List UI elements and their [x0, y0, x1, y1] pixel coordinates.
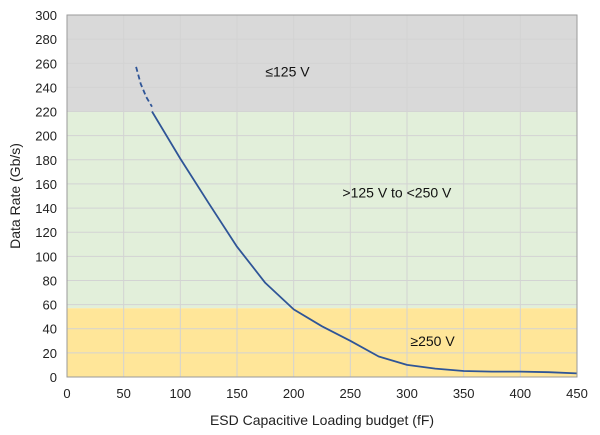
x-axis-title: ESD Capacitive Loading budget (fF): [210, 412, 434, 428]
y-axis-ticks: 0 20 40 60 80 100 120 140 160 180 200 220 240 260 280 3…: [35, 8, 57, 385]
x-tick-label: 450: [566, 386, 588, 401]
y-tick-label: 240: [35, 80, 57, 95]
y-tick-label: 280: [35, 32, 57, 47]
y-tick-label: 140: [35, 201, 57, 216]
series-0-dashed-line: [135, 66, 153, 108]
band-label-1: >125 V to <250 V: [342, 184, 452, 200]
y-tick-label: 120: [35, 225, 57, 240]
y-tick-label: 100: [35, 249, 57, 264]
x-tick-label: 250: [339, 386, 361, 401]
band-2: [67, 308, 577, 377]
x-axis-ticks: 0 50 100 150 200 250 300 350 400 450: [63, 386, 587, 401]
y-tick-label: 40: [43, 322, 57, 337]
x-tick-label: 150: [226, 386, 248, 401]
x-tick-label: 100: [169, 386, 191, 401]
y-tick-label: 20: [43, 346, 57, 361]
data-series: [135, 66, 578, 375]
x-tick-label: 400: [509, 386, 531, 401]
y-tick-label: 80: [43, 273, 57, 288]
y-axis-title: Data Rate (Gb/s): [7, 143, 23, 249]
x-tick-label: 200: [283, 386, 305, 401]
y-tick-label: 260: [35, 56, 57, 71]
voltage-bands: [67, 15, 577, 377]
x-tick-label: 50: [116, 386, 130, 401]
y-tick-label: 180: [35, 153, 57, 168]
x-tick-label: 300: [396, 386, 418, 401]
gridlines: [67, 15, 577, 377]
y-tick-label: 0: [50, 370, 57, 385]
band-labels: ≤125 V >125 V to <250 V ≥250 V: [265, 64, 455, 349]
y-tick-label: 220: [35, 105, 57, 120]
y-tick-label: 60: [43, 298, 57, 313]
band-label-0: ≤125 V: [265, 64, 310, 80]
y-tick-label: 300: [35, 8, 57, 23]
x-tick-label: 350: [453, 386, 475, 401]
y-tick-label: 200: [35, 129, 57, 144]
x-tick-label: 0: [63, 386, 70, 401]
series-0-line: [151, 111, 578, 375]
band-label-2: ≥250 V: [410, 333, 455, 349]
y-tick-label: 160: [35, 177, 57, 192]
plot-area-border: [66, 14, 578, 378]
band-1: [67, 111, 577, 309]
